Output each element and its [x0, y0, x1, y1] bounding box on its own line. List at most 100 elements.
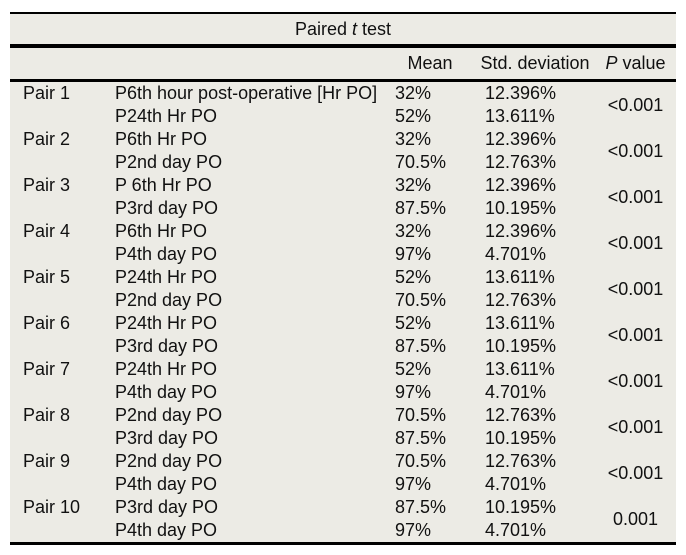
mean-value: 70.5% [395, 451, 447, 471]
measure-label: P24th Hr PO [115, 359, 218, 379]
std-value: 12.396% [485, 129, 557, 149]
table-row: P3rd day PO 87.5% 10.195% [10, 197, 676, 220]
table-title-text: Paired t test [294, 19, 392, 39]
measure-label: P4th day PO [115, 520, 218, 540]
measure-label: P4th day PO [115, 474, 218, 494]
mean-value: 32% [395, 221, 432, 241]
measure-label: P3rd day PO [115, 198, 219, 218]
mean-value: 87.5% [395, 198, 447, 218]
pair-label: Pair 8 [23, 405, 71, 425]
mean-value: 52% [395, 106, 432, 126]
table-row: Pair 2 P6th Hr PO 32% 12.396% <0.001 [10, 128, 676, 161]
std-value: 12.763% [485, 405, 557, 425]
std-value: 12.396% [485, 175, 557, 195]
mean-value: 87.5% [395, 497, 447, 517]
measure-label: P2nd day PO [115, 451, 223, 471]
table-row: Pair 1 P6th hour post-operative [Hr PO] … [10, 81, 676, 115]
pair-label: Pair 5 [23, 267, 71, 287]
measure-label: P2nd day PO [115, 152, 223, 172]
std-value: 4.701% [485, 382, 547, 402]
mean-value: 97% [395, 382, 432, 402]
std-value: 13.611% [485, 359, 555, 379]
measure-label: P6th hour post-operative [Hr PO] [115, 83, 378, 103]
table-row: P3rd day PO 87.5% 10.195% [10, 427, 676, 450]
table-row: Pair 7 P24th Hr PO 52% 13.611% <0.001 [10, 358, 676, 391]
measure-label: P3rd day PO [115, 336, 219, 356]
std-value: 12.763% [485, 290, 557, 310]
measure-label: P24th Hr PO [115, 267, 218, 287]
measure-label: P2nd day PO [115, 290, 223, 310]
mean-value: 70.5% [395, 152, 447, 172]
measure-label: P2nd day PO [115, 405, 223, 425]
std-value: 4.701% [485, 244, 547, 264]
measure-label: P6th Hr PO [115, 129, 208, 149]
measure-label: P3rd day PO [115, 428, 219, 448]
header-p-value: P value [595, 48, 676, 82]
pair-label: Pair 7 [23, 359, 71, 379]
table-row: P24th Hr PO 52% 13.611% [10, 105, 676, 128]
pair-label: Pair 6 [23, 313, 71, 333]
table-row: Pair 10 P3rd day PO 87.5% 10.195% 0.001 [10, 496, 676, 529]
p-value: 0.001 [612, 508, 659, 529]
table-row: Pair 9 P2nd day PO 70.5% 12.763% <0.001 [10, 450, 676, 483]
p-value: <0.001 [607, 462, 664, 483]
std-value: 12.763% [485, 152, 557, 172]
mean-value: 32% [395, 83, 432, 103]
table-row: Pair 6 P24th Hr PO 52% 13.611% <0.001 [10, 312, 676, 345]
measure-label: P3rd day PO [115, 497, 219, 517]
p-value: <0.001 [607, 232, 664, 253]
table-row: P4th day PO 97% 4.701% [10, 243, 676, 266]
std-value: 12.763% [485, 451, 557, 471]
measure-label: P4th day PO [115, 382, 218, 402]
table-row: Pair 5 P24th Hr PO 52% 13.611% <0.001 [10, 266, 676, 299]
p-value: <0.001 [607, 186, 664, 207]
std-value: 10.195% [485, 198, 557, 218]
pair-label: Pair 9 [23, 451, 71, 471]
mean-value: 52% [395, 313, 432, 333]
p-value: <0.001 [607, 324, 664, 345]
table-row: P2nd day PO 70.5% 12.763% [10, 289, 676, 312]
p-value: <0.001 [607, 94, 664, 115]
p-value: <0.001 [607, 278, 664, 299]
mean-value: 52% [395, 267, 432, 287]
table-row: P4th day PO 97% 4.701% [10, 381, 676, 404]
mean-value: 32% [395, 129, 432, 149]
table-row: Pair 4 P6th Hr PO 32% 12.396% <0.001 [10, 220, 676, 253]
std-value: 4.701% [485, 474, 547, 494]
header-pair [10, 48, 105, 82]
pair-label: Pair 2 [23, 129, 71, 149]
mean-value: 32% [395, 175, 432, 195]
table-row: P2nd day PO 70.5% 12.763% [10, 151, 676, 174]
std-value: 10.195% [485, 428, 557, 448]
pair-label: Pair 1 [23, 83, 71, 103]
table-row: P3rd day PO 87.5% 10.195% [10, 335, 676, 358]
pair-label: Pair 4 [23, 221, 71, 241]
std-value: 4.701% [485, 520, 547, 540]
paired-t-test-table: Paired t test Mean Std. deviation P valu… [10, 12, 676, 545]
p-value: <0.001 [607, 416, 664, 437]
table-body: Pair 1 P6th hour post-operative [Hr PO] … [10, 81, 676, 543]
header-measure [105, 48, 385, 82]
std-value: 12.396% [485, 83, 557, 103]
measure-label: P 6th Hr PO [115, 175, 212, 195]
mean-value: 70.5% [395, 405, 447, 425]
std-value: 10.195% [485, 336, 557, 356]
mean-value: 70.5% [395, 290, 447, 310]
std-value: 13.611% [485, 106, 555, 126]
mean-value: 97% [395, 520, 432, 540]
std-value: 13.611% [485, 267, 555, 287]
mean-value: 97% [395, 244, 432, 264]
measure-label: P24th Hr PO [115, 313, 218, 333]
mean-value: 52% [395, 359, 432, 379]
measure-label: P4th day PO [115, 244, 218, 264]
table-row: Pair 8 P2nd day PO 70.5% 12.763% <0.001 [10, 404, 676, 437]
p-value: <0.001 [607, 370, 664, 391]
pair-label: Pair 10 [23, 497, 81, 517]
table-row: P4th day PO 97% 4.701% [10, 519, 676, 542]
std-value: 10.195% [485, 497, 557, 517]
std-value: 12.396% [485, 221, 557, 241]
mean-value: 97% [395, 474, 432, 494]
p-value: <0.001 [607, 140, 664, 161]
pair-label: Pair 3 [23, 175, 71, 195]
